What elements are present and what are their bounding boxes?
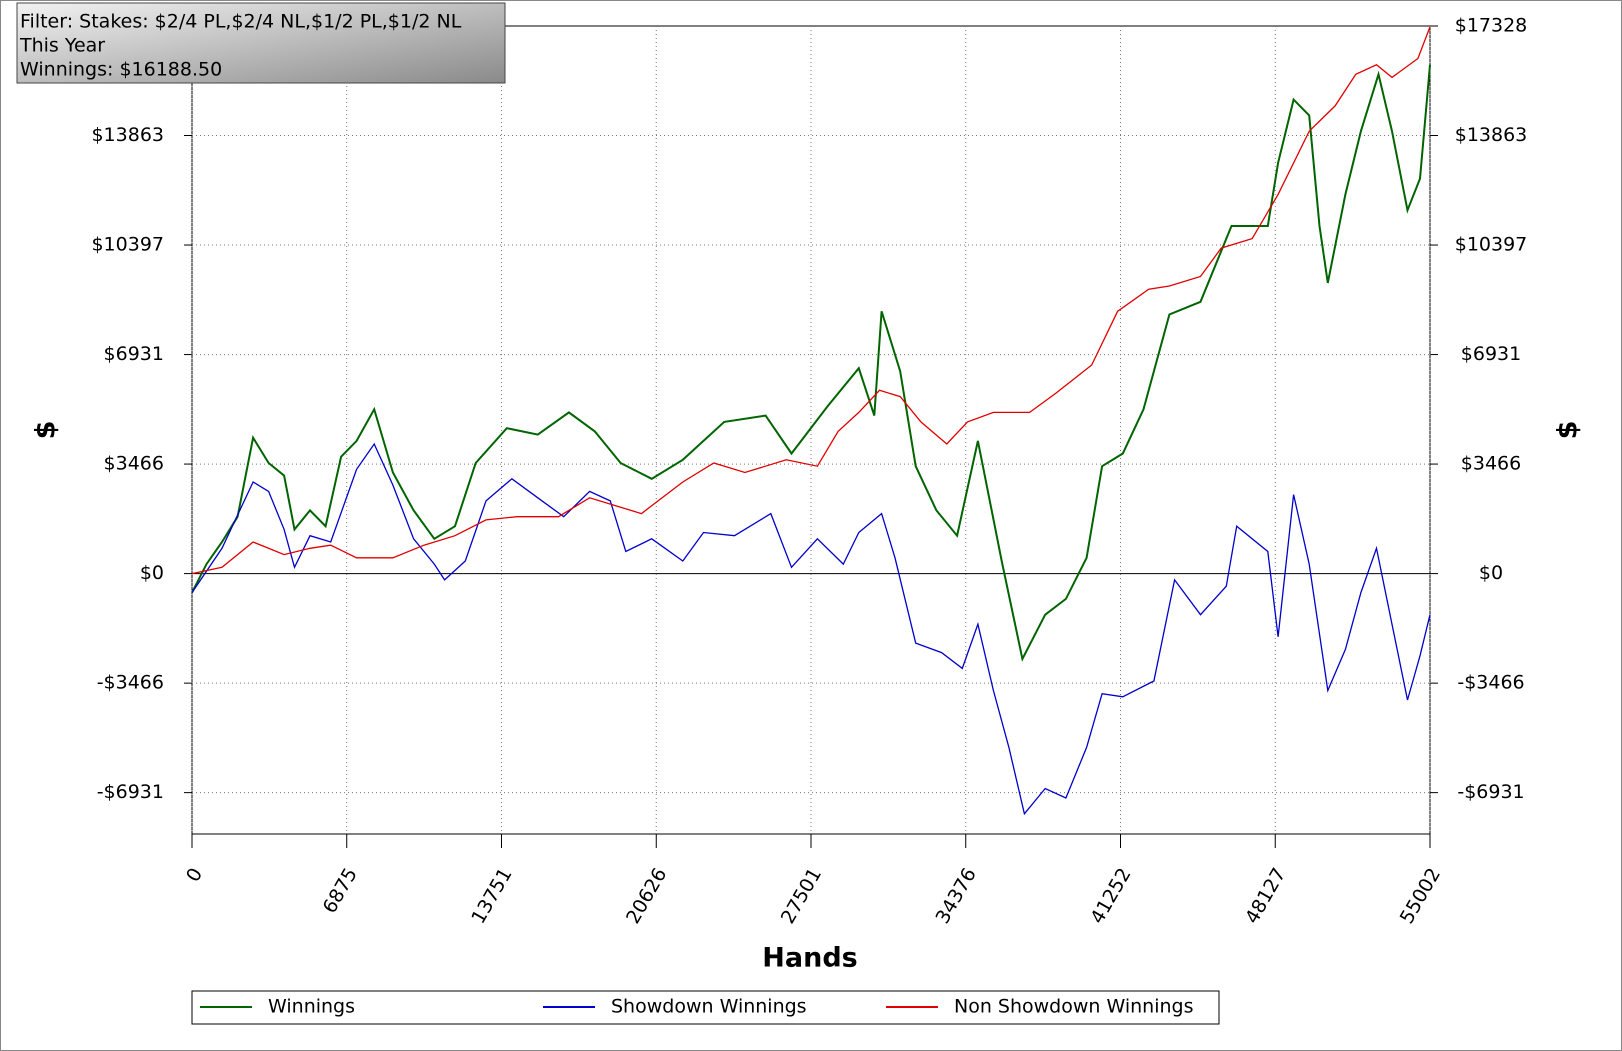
- y-tick-label: -$3466: [97, 672, 164, 694]
- legend: [191, 990, 1220, 1025]
- y-tick-label: $0: [140, 562, 164, 584]
- y-tick-label: $3466: [104, 453, 164, 475]
- y2-tick-label: $13863: [1455, 124, 1528, 146]
- legend-label: Showdown Winnings: [611, 996, 807, 1018]
- legend-label: Non Showdown Winnings: [954, 996, 1194, 1018]
- y2-tick-label: $0: [1479, 562, 1503, 584]
- y-tick-label: $6931: [104, 343, 164, 365]
- y2-tick-label: -$3466: [1457, 672, 1524, 694]
- lines: [191, 26, 1431, 816]
- legend-label: Winnings: [268, 996, 355, 1018]
- x-axis-label: Hands: [762, 943, 857, 974]
- filter-box: [16, 2, 506, 84]
- series-line: [191, 26, 1431, 575]
- y2-tick-label: -$6931: [1457, 781, 1524, 803]
- y-tick-label: $10397: [91, 234, 164, 256]
- legend-items: Winnings Showdown Winnings Non Showdown Wi…: [200, 996, 1194, 1018]
- filter-text: This Year: [19, 35, 105, 57]
- filter-text: Winnings: $16188.50: [20, 59, 222, 81]
- series-line: [191, 442, 1431, 816]
- y2-tick-label: $10397: [1455, 234, 1528, 256]
- series-line: [191, 64, 1431, 662]
- filter-text: Filter: Stakes: $2/4 PL,$2/4 NL,$1/2 PL,…: [20, 11, 462, 33]
- y-tick-label: -$6931: [97, 781, 164, 803]
- y-tick-label: $13863: [91, 124, 164, 146]
- y-axis-label: $: [31, 421, 62, 440]
- y2-tick-label: $17328: [1455, 15, 1528, 37]
- y2-tick-label: $3466: [1461, 453, 1521, 475]
- y2-tick-label: $6931: [1461, 343, 1521, 365]
- y2-axis-label: $: [1553, 421, 1584, 440]
